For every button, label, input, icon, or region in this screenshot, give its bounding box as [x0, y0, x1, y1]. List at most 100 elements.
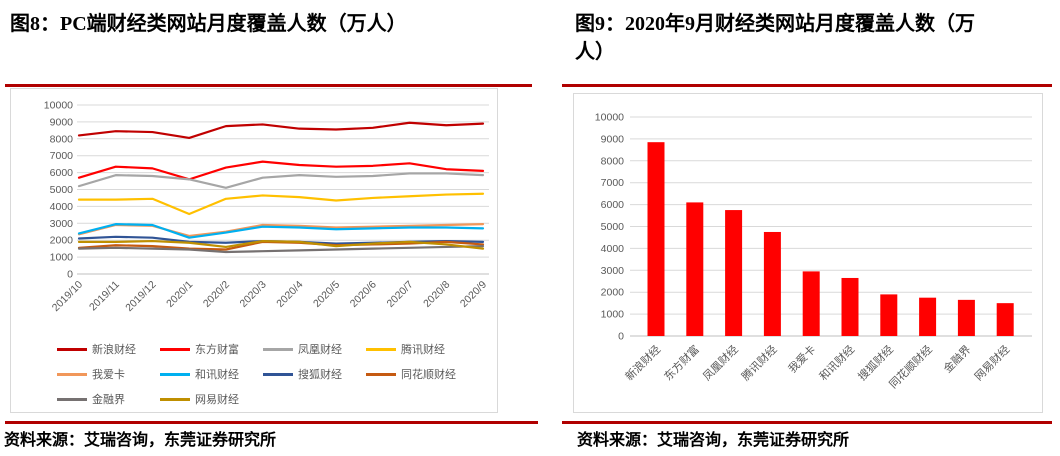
x-tick-label: 2019/10: [50, 279, 85, 314]
figure-8-title: 图8：PC端财经类网站月度覆盖人数（万人）: [10, 13, 407, 35]
legend-label: 凤凰财经: [298, 344, 342, 356]
bar: [996, 303, 1014, 336]
y-tick-label: 3000: [601, 265, 625, 277]
legend-item: 腾讯财经: [366, 341, 469, 357]
legend-item: 同花顺财经: [366, 366, 469, 382]
bar: [763, 231, 781, 336]
legend-item: 东方财富: [160, 341, 263, 357]
x-axis-labels: 2019/10 2019/11 2019/12 2020/1 2020/2 2020/3 2…: [50, 279, 489, 314]
y-tick-label: 5000: [50, 184, 74, 196]
y-tick-label: 9000: [50, 116, 74, 128]
legend-label: 金融界: [92, 394, 125, 406]
bar: [841, 277, 859, 336]
y-tick-label: 1000: [601, 309, 625, 321]
y-tick-label: 6000: [601, 199, 625, 211]
line-chart-svg: 0 1000 2000 3000 4000 5000 6000 7000 8000 9000 100…: [44, 100, 489, 314]
source-divider-rule: [562, 421, 1052, 424]
y-tick-label: 10000: [44, 100, 73, 112]
bar: [647, 142, 665, 336]
title-underline-rule: [562, 84, 1052, 87]
line-chart-box: 0 1000 2000 3000 4000 5000 6000 7000 8000 9000 100…: [10, 88, 498, 413]
x-tick-label: 2019/11: [87, 279, 122, 314]
x-tick-label: 2020/9: [458, 279, 489, 310]
y-tick-label: 2000: [601, 287, 625, 299]
figure-9-source: 资料来源：艾瑞咨询，东莞证券研究所: [577, 432, 850, 449]
bar-chart-svg: 0 1000 2000 3000 4000 5000 6000 7000 8000 9000 100…: [595, 112, 1032, 391]
legend-label: 搜狐财经: [298, 369, 342, 381]
legend-item: 和讯财经: [160, 366, 263, 382]
x-category-label: 凤凰财经: [700, 342, 741, 383]
legend-item: 凤凰财经: [263, 341, 366, 357]
x-category-label: 腾讯财经: [739, 342, 780, 383]
x-tick-label: 2020/7: [384, 279, 415, 310]
y-tick-label: 1000: [50, 252, 74, 264]
legend-item: 网易财经: [160, 391, 263, 407]
x-category-label: 我爱卡: [786, 343, 819, 376]
legend-swatch: [57, 347, 87, 351]
y-tick-label: 10000: [595, 112, 624, 124]
x-tick-label: 2020/1: [164, 279, 195, 310]
gridlines-and-y-ticks: 0 1000 2000 3000 4000 5000 6000 7000 8000 9000 100…: [44, 100, 489, 281]
legend-swatch: [160, 397, 190, 401]
line-chart-legend: 新浪财经 东方财富 凤凰财经 腾讯财经我爱卡 和讯财经 搜狐财经 同花顺财经金融界 网易财经: [57, 341, 469, 407]
legend-swatch: [263, 372, 293, 376]
x-tick-label: 2020/5: [311, 279, 342, 310]
legend-swatch: [57, 372, 87, 376]
series-line-2: [77, 172, 485, 189]
legend-swatch: [366, 372, 396, 376]
bar: [880, 294, 898, 336]
series-line-9: [77, 239, 485, 250]
series-line-4: [77, 223, 485, 238]
legend-label: 同花顺财经: [401, 369, 456, 381]
legend-item: 我爱卡: [57, 366, 160, 382]
y-tick-label: 6000: [50, 167, 74, 179]
figure-8-source: 资料来源：艾瑞咨询，东莞证券研究所: [4, 432, 277, 449]
y-tick-label: 0: [618, 331, 624, 343]
title-underline-rule: [5, 84, 532, 87]
y-tick-label: 9000: [601, 133, 625, 145]
bar: [725, 210, 743, 336]
y-tick-label: 7000: [50, 150, 74, 162]
y-tick-label: 2000: [50, 235, 74, 247]
bar: [957, 299, 975, 336]
series-line-0: [77, 121, 485, 140]
series-line-1: [77, 160, 485, 181]
x-category-label: 和讯财经: [816, 342, 857, 383]
bar-chart-box: 0 1000 2000 3000 4000 5000 6000 7000 8000 9000 100…: [573, 93, 1043, 413]
legend-label: 和讯财经: [195, 369, 239, 381]
figure-8-panel: 图8：PC端财经类网站月度覆盖人数（万人） 0 1000 2000 3000 4000 5…: [4, 13, 538, 449]
x-category-label: 东方财富: [661, 342, 702, 383]
series-line-5: [77, 223, 485, 239]
x-tick-label: 2020/3: [238, 279, 269, 310]
series-line-8: [77, 245, 485, 254]
legend-swatch: [160, 372, 190, 376]
legend-item: 搜狐财经: [263, 366, 366, 382]
legend-swatch: [366, 347, 396, 351]
x-tick-label: 2020/8: [421, 279, 452, 310]
bars: [647, 142, 1014, 336]
x-category-label: 网易财经: [971, 342, 1012, 383]
legend-label: 腾讯财经: [401, 344, 445, 356]
legend-swatch: [57, 397, 87, 401]
source-divider-rule: [5, 421, 538, 424]
y-tick-label: 0: [67, 269, 73, 281]
legend-label: 网易财经: [195, 394, 239, 406]
y-tick-label: 7000: [601, 177, 625, 189]
x-tick-label: 2020/2: [201, 279, 232, 310]
y-tick-label: 3000: [50, 218, 74, 230]
bar: [919, 297, 937, 336]
legend-swatch: [160, 347, 190, 351]
bar: [686, 202, 704, 336]
y-tick-label: 8000: [50, 133, 74, 145]
legend-label: 我爱卡: [92, 369, 125, 381]
x-tick-label: 2020/6: [348, 279, 379, 310]
bar: [802, 271, 820, 336]
y-tick-label: 4000: [50, 201, 74, 213]
legend-label: 新浪财经: [92, 344, 136, 356]
y-tick-label: 5000: [601, 221, 625, 233]
series-line-3: [77, 192, 485, 216]
legend-item: 新浪财经: [57, 341, 160, 357]
x-category-label: 搜狐财经: [855, 342, 896, 383]
